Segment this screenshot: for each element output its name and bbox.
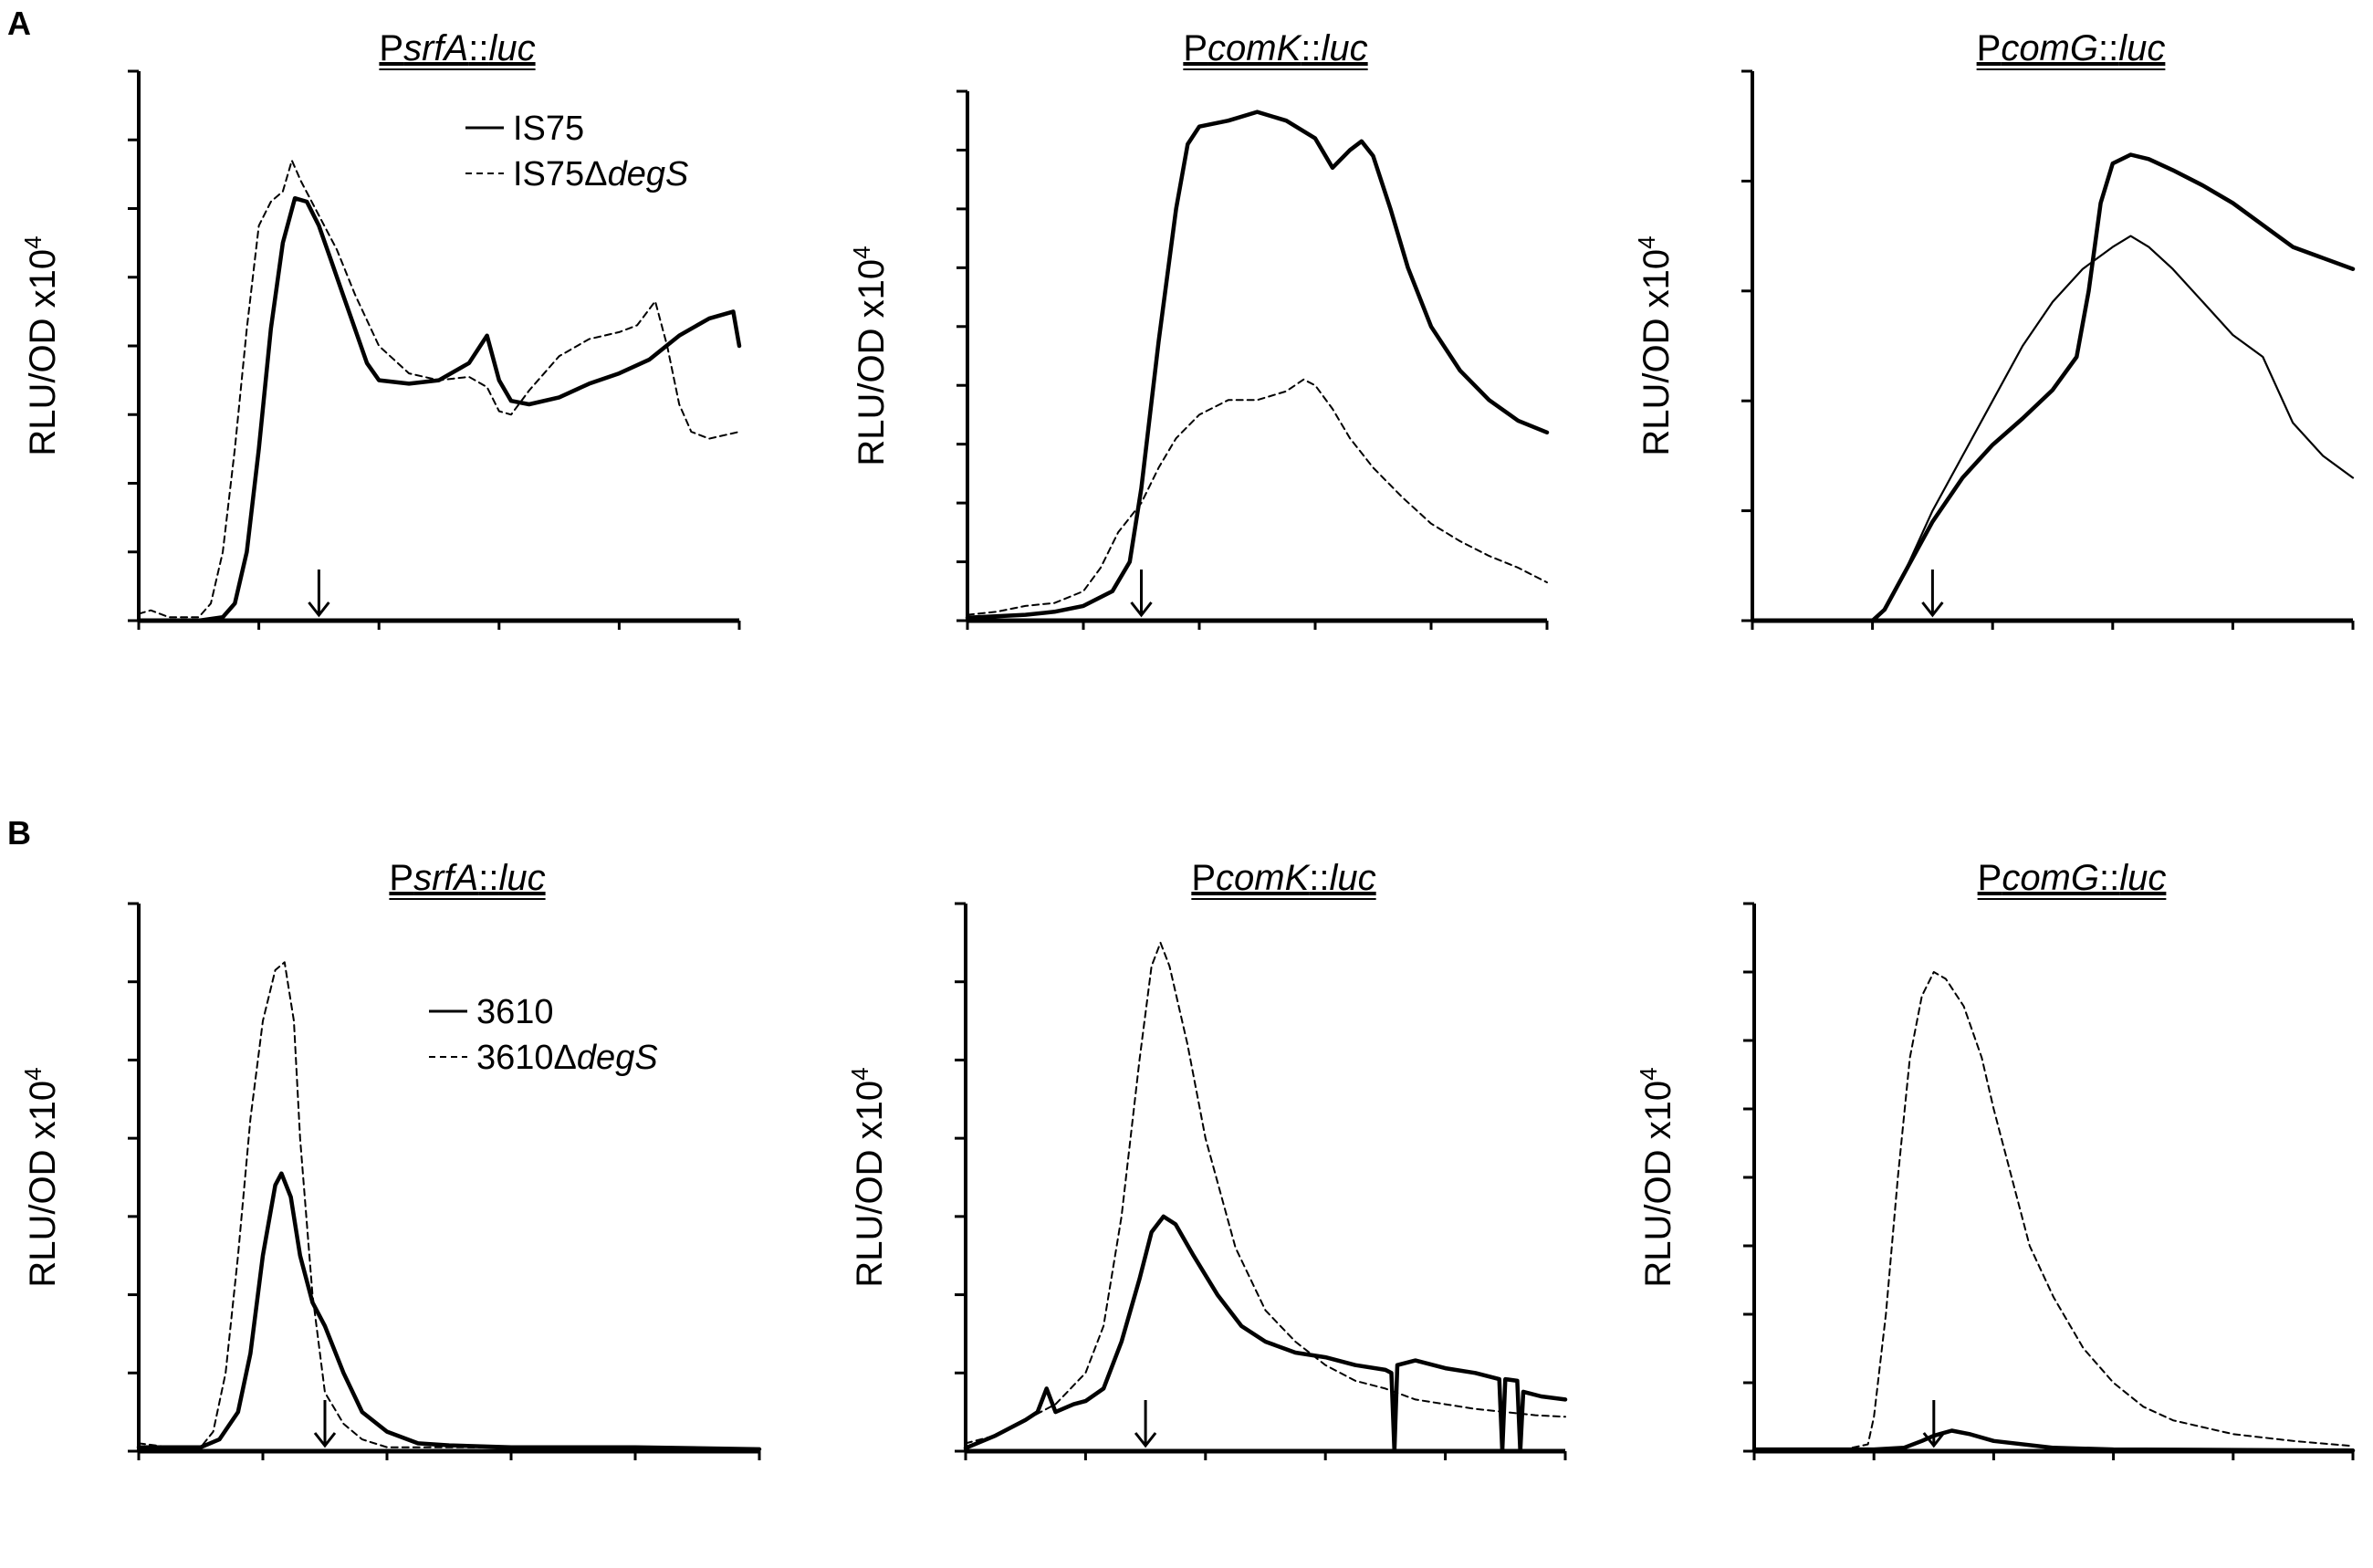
chart-4: RLU/OD x104 PsrfA::luc <box>19 858 762 1460</box>
panel-label-a: A <box>7 5 31 42</box>
series-line-1 <box>965 110 1550 621</box>
series-line-2 <box>138 159 740 619</box>
arrow-head-icon <box>313 1432 337 1448</box>
chart-1: RLU/OD x104 PsrfA::luc <box>19 28 742 630</box>
chart-title: PcomG::luc <box>1978 858 2167 898</box>
legend-label: 3610ΔdegS <box>476 1039 658 1077</box>
series-line-1 <box>136 1171 762 1452</box>
series-line-2 <box>967 378 1548 616</box>
chart-title: PcomK::luc <box>1191 858 1375 898</box>
legend-label: IS75ΔdegS <box>513 155 688 193</box>
y-axis-title: RLU/OD x104 <box>19 235 63 455</box>
chart-title: PsrfA::luc <box>389 858 545 898</box>
series-line-1 <box>136 195 742 623</box>
chart-title: PcomG::luc <box>1977 28 2166 68</box>
legends-layer: IS75 IS75ΔdegS 3610 3610ΔdegS <box>429 110 688 1077</box>
chart-title: PcomK::luc <box>1183 28 1367 68</box>
series-line-1 <box>1751 1428 2356 1453</box>
chart-title: PsrfA::luc <box>379 28 535 68</box>
series-line-1 <box>1750 152 2356 623</box>
arrow-head-icon <box>1921 601 1944 618</box>
series-line-2 <box>138 961 760 1450</box>
legend-label: IS75 <box>513 110 584 148</box>
series-line-2 <box>1753 971 2354 1451</box>
y-axis-title: RLU/OD x104 <box>1633 235 1677 455</box>
arrow-head-icon <box>1130 601 1153 618</box>
chart-6: RLU/OD x104 PcomG::luc <box>1635 858 2356 1460</box>
y-axis-title: RLU/OD x104 <box>1635 1067 1678 1287</box>
y-axis-title: RLU/OD x104 <box>846 1067 890 1287</box>
series-line-1 <box>963 1214 1568 1454</box>
panel-label-b: B <box>7 814 31 852</box>
y-axis-title: RLU/OD x104 <box>848 246 892 465</box>
arrow-head-icon <box>308 601 330 618</box>
series-line-2 <box>1751 235 2355 622</box>
series-line-2 <box>965 941 1566 1445</box>
legend-a: IS75 IS75ΔdegS <box>465 110 688 193</box>
legend-label: 3610 <box>476 993 554 1031</box>
y-axis-title: RLU/OD x104 <box>19 1067 63 1287</box>
chart-5: RLU/OD x104 PcomK::luc <box>846 858 1568 1460</box>
chart-2: RLU/OD x104 PcomK::luc <box>848 28 1550 630</box>
legend-b: 3610 3610ΔdegS <box>429 993 658 1077</box>
arrow-head-icon <box>1922 1432 1945 1448</box>
chart-3: RLU/OD x104 PcomG::luc <box>1633 28 2356 630</box>
arrow-head-icon <box>1134 1432 1157 1448</box>
